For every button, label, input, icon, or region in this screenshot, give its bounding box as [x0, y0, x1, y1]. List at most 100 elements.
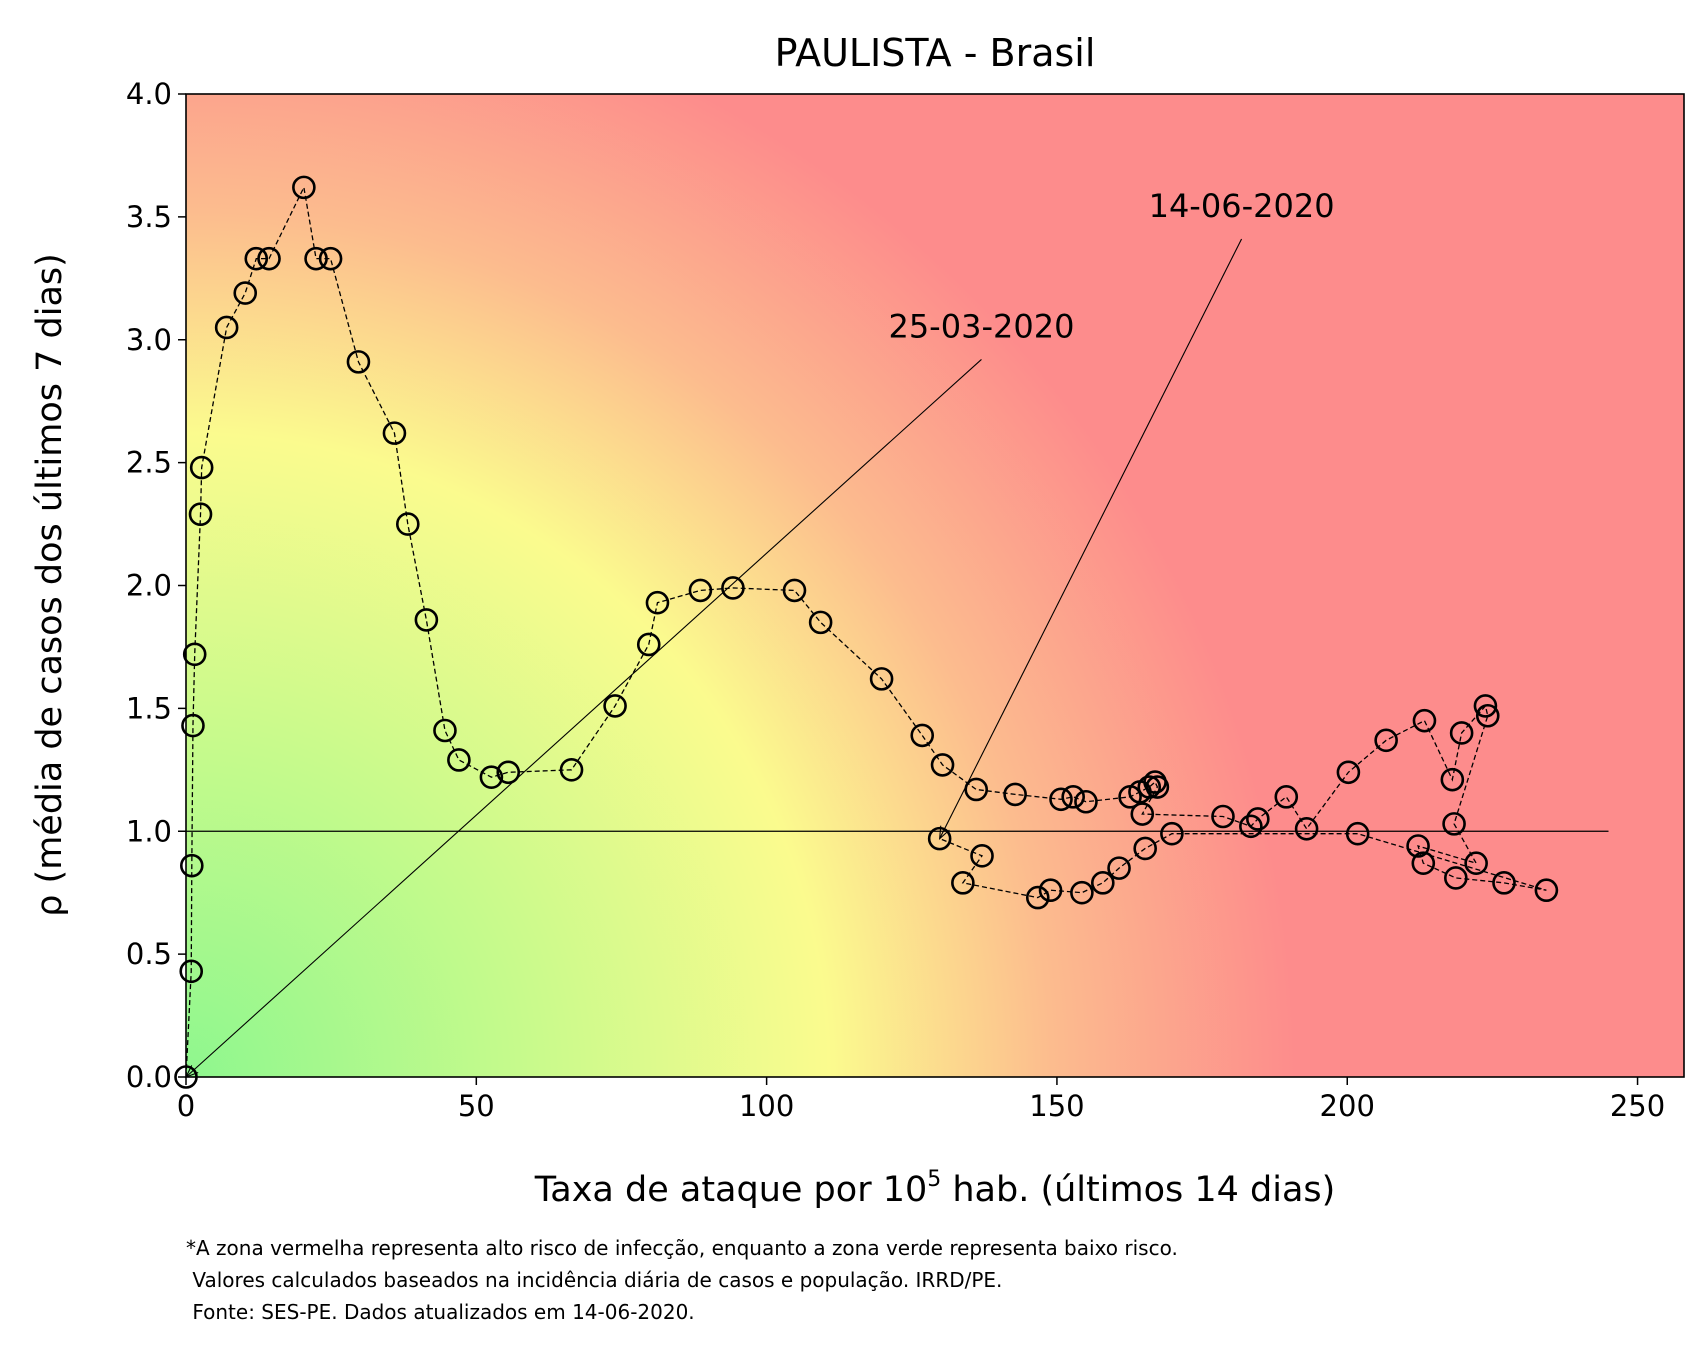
data-point [189, 455, 214, 480]
data-point [1345, 821, 1370, 846]
data-point [447, 748, 471, 772]
data-point [1003, 782, 1027, 807]
data-point [1411, 851, 1436, 875]
data-point [414, 608, 439, 632]
data-point [930, 753, 955, 777]
data-point [1534, 878, 1559, 903]
data-point [382, 421, 407, 445]
data-point [1274, 785, 1299, 809]
data-point [1038, 878, 1063, 903]
y-tick-label: 4.0 [126, 77, 172, 111]
data-point [927, 826, 952, 851]
data-point [782, 578, 807, 603]
y-tick-label: 1.0 [126, 814, 172, 848]
data-point [1133, 836, 1157, 861]
data-point [559, 758, 584, 782]
data-point [636, 632, 661, 657]
data-point [1473, 694, 1498, 718]
data-point [181, 713, 205, 738]
footnote-line-2: Valores calculados baseados na incidênci… [186, 1268, 1003, 1292]
data-point [395, 512, 420, 536]
series-connector-line [186, 185, 1547, 1077]
data-point [1061, 785, 1085, 809]
data-point [1464, 851, 1488, 875]
data-point [951, 871, 975, 895]
data-point [1070, 880, 1094, 905]
data-point [292, 175, 316, 200]
data-point [1246, 807, 1270, 831]
y-tick-label: 2.5 [126, 446, 172, 480]
data-point [1130, 802, 1155, 826]
data-point [1406, 834, 1430, 858]
x-tick-label: 150 [1029, 1089, 1084, 1123]
data-point [1160, 821, 1184, 846]
data-point [257, 246, 281, 271]
data-point [1211, 804, 1235, 829]
data-point [1440, 767, 1465, 792]
data-point [1492, 871, 1516, 895]
data-point [304, 246, 328, 271]
data-point [1374, 728, 1398, 753]
risk-background [186, 94, 1684, 1077]
data-point [1137, 775, 1162, 799]
data-point [688, 578, 713, 603]
annotation-label: 25-03-2020 [888, 307, 1074, 345]
data-point [869, 667, 894, 691]
data-point [964, 777, 989, 802]
data-point [244, 246, 269, 271]
data-point [182, 642, 207, 667]
data-point [910, 723, 935, 748]
annotation-arrow-line [185, 359, 982, 1078]
data-point [179, 959, 204, 984]
chart-title: PAULISTA - Brasil [775, 31, 1096, 75]
data-point [603, 694, 627, 718]
data-point [318, 246, 343, 271]
y-axis-label: ρ (média de casos dos últimos 7 dias) [30, 253, 70, 917]
data-point [1107, 856, 1131, 880]
data-point [1412, 708, 1437, 733]
x-tick-label: 250 [1610, 1089, 1665, 1123]
annotation-arrow-line [939, 238, 1243, 839]
data-point [1239, 814, 1263, 839]
footnote-line-3: Fonte: SES-PE. Dados atualizados em 14-0… [186, 1300, 695, 1324]
y-tick-label: 3.5 [126, 200, 172, 234]
data-point [1145, 775, 1170, 799]
data-point [1336, 760, 1361, 785]
data-point [1442, 812, 1466, 836]
annotation-arrow-head [938, 825, 950, 840]
data-point [180, 853, 204, 878]
data-point [346, 350, 371, 374]
y-tick-label: 3.0 [126, 323, 172, 357]
data-point [1074, 789, 1098, 814]
data-point [645, 590, 670, 615]
y-tick-label: 0.0 [126, 1060, 172, 1094]
x-tick-label: 50 [458, 1089, 495, 1123]
x-axis-label-sup: 5 [927, 1167, 941, 1192]
x-tick-label: 0 [177, 1089, 195, 1123]
y-tick-label: 0.5 [126, 937, 172, 971]
data-point [479, 765, 504, 789]
data-point [1049, 787, 1073, 812]
data-point [433, 718, 457, 743]
annotation-label: 14-06-2020 [1149, 187, 1335, 225]
footnote-line-1: *A zona vermelha representa alto risco d… [186, 1236, 1178, 1260]
data-point [188, 502, 213, 527]
data-point [496, 760, 521, 785]
data-point [1444, 866, 1468, 890]
data-point [1475, 703, 1500, 728]
data-point [1294, 816, 1319, 841]
y-tick-label: 1.5 [126, 691, 172, 725]
x-tick-label: 100 [739, 1089, 794, 1123]
x-axis-label-prefix: Taxa de ataque por 10 [534, 1170, 928, 1210]
x-axis-label: Taxa de ataque por 105 hab. (últimos 14 … [534, 1167, 1336, 1210]
data-point [1090, 871, 1115, 895]
data-point [808, 610, 833, 635]
data-point [1449, 721, 1474, 745]
y-tick-label: 2.0 [126, 569, 172, 603]
data-point [970, 844, 994, 868]
data-point [721, 576, 745, 600]
data-point [233, 281, 258, 305]
x-tick-label: 200 [1320, 1089, 1375, 1123]
x-axis-label-suffix: hab. (últimos 14 dias) [941, 1170, 1335, 1210]
